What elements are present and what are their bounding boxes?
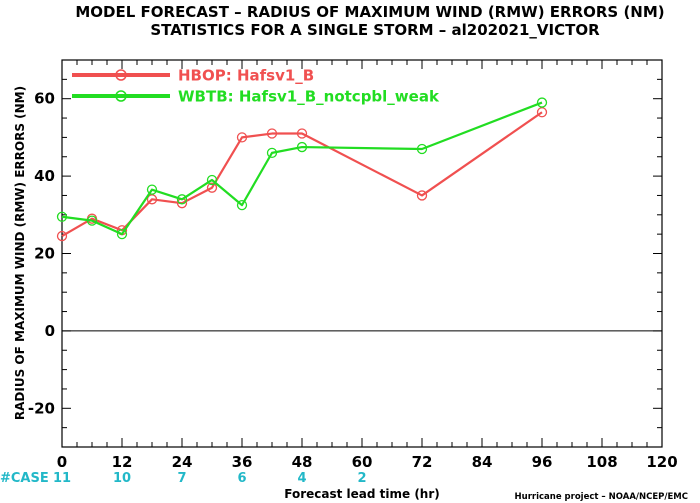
x-tick-label: 120 — [646, 453, 677, 471]
x-tick-label: 96 — [532, 453, 553, 471]
x-tick-label: 36 — [232, 453, 253, 471]
data-point — [536, 107, 548, 118]
data-point — [176, 194, 188, 205]
data-point — [56, 211, 68, 222]
y-tick-label: -20 — [28, 399, 55, 417]
data-point — [206, 182, 218, 193]
credit-text: Hurricane project – NOAA/NCEP/EMC — [515, 492, 688, 502]
x-tick-label: 84 — [472, 453, 493, 471]
plot-frame — [61, 59, 663, 448]
data-point — [266, 128, 278, 139]
data-point — [146, 194, 158, 205]
case-count: 2 — [357, 471, 366, 486]
x-tick-label: 108 — [586, 453, 617, 471]
data-point — [266, 147, 278, 159]
legend-marker — [115, 90, 127, 102]
data-point — [116, 228, 128, 240]
case-count: 4 — [297, 471, 306, 486]
x-tick-label: 60 — [352, 453, 373, 471]
legend-marker — [115, 69, 127, 81]
data-point — [536, 97, 548, 108]
chart-subtitle: STATISTICS FOR A SINGLE STORM – al202021… — [150, 21, 600, 39]
case-count: 7 — [177, 471, 186, 486]
series-2 — [56, 97, 548, 240]
x-tick-label: 0 — [57, 453, 67, 471]
data-point — [86, 215, 98, 226]
legend-label: HBOP: Hafsv1_B — [178, 67, 314, 85]
y-tick-label: 60 — [34, 90, 55, 108]
x-tick-label: 48 — [292, 453, 313, 471]
y-tick-label: 20 — [34, 245, 55, 263]
legend-entry-1: HBOP: Hafsv1_B — [72, 67, 314, 85]
x-axis-label: Forecast lead time (hr) — [284, 487, 440, 501]
data-point — [236, 132, 248, 143]
x-tick-label: 72 — [412, 453, 433, 471]
data-point — [146, 184, 158, 195]
data-point — [206, 174, 218, 186]
x-tick-label: 24 — [172, 453, 193, 471]
y-tick-label: 40 — [34, 167, 55, 185]
case-label: #CASE — [0, 471, 49, 486]
chart-title: MODEL FORECAST – RADIUS OF MAXIMUM WIND … — [75, 3, 664, 21]
case-count: 10 — [113, 471, 131, 486]
data-point — [296, 128, 308, 139]
case-count: 11 — [53, 471, 71, 486]
x-tick-label: 12 — [112, 453, 133, 471]
series-1 — [56, 107, 548, 242]
case-count: 6 — [237, 471, 246, 486]
y-tick-label: 0 — [45, 322, 55, 340]
legend-label: WBTB: Hafsv1_B_notcpbl_weak — [178, 88, 440, 106]
data-point — [296, 141, 308, 153]
data-point — [56, 230, 68, 242]
data-point — [236, 199, 248, 211]
data-point — [416, 143, 428, 155]
series-line — [61, 101, 543, 236]
legend-entry-2: WBTB: Hafsv1_B_notcpbl_weak — [72, 88, 440, 106]
y-axis-label: RADIUS OF MAXIMUM WIND (RMW) ERRORS (NM) — [13, 86, 27, 420]
series-line — [61, 111, 543, 238]
data-point — [416, 190, 428, 201]
